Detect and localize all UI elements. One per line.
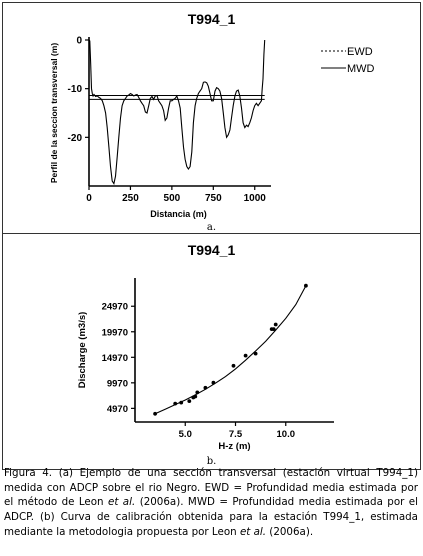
data-point: [195, 390, 200, 395]
chart-a-title: T994_1: [187, 11, 236, 27]
data-point: [173, 401, 178, 406]
figure-panel-a: T994_1 0 -10 -20 0 250 500 750 1000 Distancia (m…: [2, 2, 421, 234]
x-axis-label: H-z (m): [218, 441, 250, 452]
x-tick-label: 250: [122, 193, 139, 204]
fit-curve: [154, 285, 307, 415]
x-tick-label: 7.5: [229, 429, 243, 440]
x-tick-label: 10.0: [277, 429, 296, 440]
figure-caption: Figura 4. (a) Ejemplo de una sección tra…: [4, 466, 418, 540]
data-point: [273, 322, 278, 327]
legend-label-ewd: EWD: [347, 46, 373, 58]
panel-b-label: b.: [206, 456, 217, 467]
data-point: [179, 400, 184, 405]
y-tick-label: 4970: [107, 404, 128, 415]
data-point: [211, 380, 216, 385]
x-tick-label: 1000: [244, 193, 267, 204]
figure-panel-b: T994_1 4970 9970 14970 19970 24970 5.0 7.5 10.0…: [2, 234, 421, 470]
caption-part-2: (2006a). MWD = Profundidad media estimad…: [4, 496, 418, 538]
caption-part-3: (2006a).: [266, 525, 314, 538]
y-tick-label: 0: [76, 36, 82, 47]
data-point: [253, 351, 258, 356]
y-tick-label: 9970: [107, 378, 128, 389]
y-tick-label: 24970: [102, 302, 128, 313]
data-point: [304, 283, 308, 288]
x-tick-label: 5.0: [179, 429, 192, 440]
data-point: [243, 353, 248, 358]
caption-italic-1: et al.: [108, 496, 136, 509]
x-tick-label: 750: [205, 193, 222, 204]
data-point: [153, 411, 158, 416]
data-point: [231, 363, 236, 368]
y-tick-label: 14970: [102, 353, 128, 364]
legend-label-mwd: MWD: [347, 63, 375, 75]
y-tick-label: 19970: [102, 327, 128, 338]
caption-italic-2: et al.: [239, 525, 267, 538]
x-tick-label: 500: [164, 193, 181, 204]
y-axis-label: Discharge (m3/s): [77, 312, 88, 389]
data-point: [193, 394, 198, 399]
panel-a-label: a.: [206, 222, 217, 233]
chart-b-title: T994_1: [187, 242, 236, 258]
y-tick-label: -10: [68, 84, 83, 95]
rating-curve-chart: 4970 9970 14970 19970 24970 5.0 7.5 10.0 H-z (m)…: [77, 278, 334, 452]
x-tick-label: 0: [86, 193, 92, 204]
data-point: [203, 385, 208, 390]
profile-line: [88, 39, 266, 185]
cross-section-chart: 0 -10 -20 0 250 500 750 1000 Distancia (m) Perfil…: [49, 36, 375, 220]
y-tick-label: -20: [68, 133, 83, 144]
caption-part-1: Figura 4. (a) Ejemplo de una sección tra…: [4, 467, 418, 509]
data-point: [271, 327, 276, 331]
y-axis-label: Perfil de la seccion transversal (m): [49, 43, 59, 183]
data-point: [187, 399, 192, 403]
x-axis-label: Distancia (m): [150, 209, 207, 219]
